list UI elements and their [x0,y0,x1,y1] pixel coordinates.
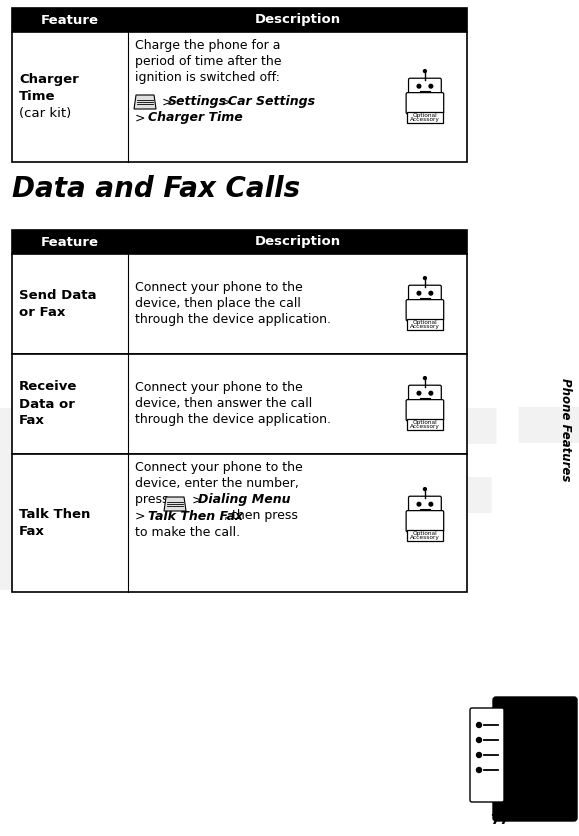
Circle shape [429,391,433,395]
FancyBboxPatch shape [406,93,444,114]
Text: Data or: Data or [19,397,75,410]
Text: or Fax: or Fax [19,306,65,319]
FancyBboxPatch shape [409,79,441,95]
Circle shape [423,277,426,279]
Bar [12,32,467,162]
Polygon shape [134,95,156,109]
Text: Description: Description [254,236,340,248]
Text: Accessory: Accessory [410,536,440,540]
Text: Accessory: Accessory [410,425,440,430]
FancyBboxPatch shape [406,299,444,321]
Circle shape [429,292,433,295]
Polygon shape [164,497,186,511]
Circle shape [429,84,433,88]
Text: Charge the phone for a: Charge the phone for a [135,39,280,53]
Text: device, then place the call: device, then place the call [135,298,301,310]
Circle shape [477,767,482,772]
Text: Settings: Settings [168,95,227,109]
Circle shape [477,722,482,727]
FancyBboxPatch shape [409,385,441,403]
Circle shape [417,391,421,395]
Text: device, enter the number,: device, enter the number, [135,477,299,491]
Text: Data and Fax Calls: Data and Fax Calls [12,175,300,203]
Text: Fax: Fax [19,415,45,427]
Circle shape [477,752,482,757]
Circle shape [417,84,421,88]
Text: >: > [188,493,207,507]
Text: to make the call.: to make the call. [135,526,240,538]
Text: , then press: , then press [224,509,298,522]
Text: Send Data: Send Data [19,289,97,302]
Text: Optional: Optional [412,531,437,536]
FancyBboxPatch shape [406,511,444,532]
Bar [12,354,467,454]
FancyBboxPatch shape [470,708,504,802]
Text: Connect your phone to the: Connect your phone to the [135,381,303,395]
Text: through the device application.: through the device application. [135,414,331,426]
Text: device, then answer the call: device, then answer the call [135,397,312,410]
Text: Talk Then Fax: Talk Then Fax [148,509,243,522]
FancyBboxPatch shape [409,497,441,513]
FancyBboxPatch shape [409,285,441,303]
Text: Accessory: Accessory [410,324,440,329]
Text: Charger Time: Charger Time [148,111,243,125]
Text: Connect your phone to the: Connect your phone to the [135,461,303,475]
Text: Car Settings: Car Settings [228,95,315,109]
Text: 77: 77 [490,813,510,827]
Text: Feature: Feature [41,13,99,27]
Text: >: > [158,95,177,109]
Text: Optional: Optional [412,320,437,325]
Text: (car kit): (car kit) [19,108,71,120]
Circle shape [417,292,421,295]
Text: >: > [135,509,149,522]
Text: DRAFT: DRAFT [0,399,579,641]
Bar [406,319,443,330]
Text: Optional: Optional [412,113,437,118]
Text: Dialing Menu: Dialing Menu [198,493,291,507]
Text: Phone Features: Phone Features [559,379,571,482]
FancyBboxPatch shape [406,400,444,421]
Text: Feature: Feature [41,236,99,248]
Text: press: press [135,493,173,507]
Text: Time: Time [19,90,56,104]
Bar [406,530,443,541]
Text: ignition is switched off:: ignition is switched off: [135,72,280,84]
Circle shape [429,502,433,506]
Circle shape [477,737,482,742]
Text: >: > [135,111,149,125]
Text: >: > [217,95,236,109]
Text: Charger: Charger [19,74,79,86]
Bar [12,254,467,354]
Bar [406,420,443,430]
Circle shape [423,69,426,73]
Text: period of time after the: period of time after the [135,55,281,69]
Bar [12,230,467,254]
Bar [12,454,467,592]
Text: Accessory: Accessory [410,118,440,122]
Circle shape [423,377,426,380]
Text: Talk Then: Talk Then [19,508,90,521]
Text: Fax: Fax [19,525,45,538]
Bar [12,8,467,32]
Circle shape [423,487,426,491]
Bar [406,112,443,123]
Text: Connect your phone to the: Connect your phone to the [135,282,303,294]
FancyBboxPatch shape [493,697,577,821]
Text: Description: Description [254,13,340,27]
Text: through the device application.: through the device application. [135,314,331,327]
Text: Receive: Receive [19,380,78,394]
Circle shape [417,502,421,506]
Text: Optional: Optional [412,421,437,426]
